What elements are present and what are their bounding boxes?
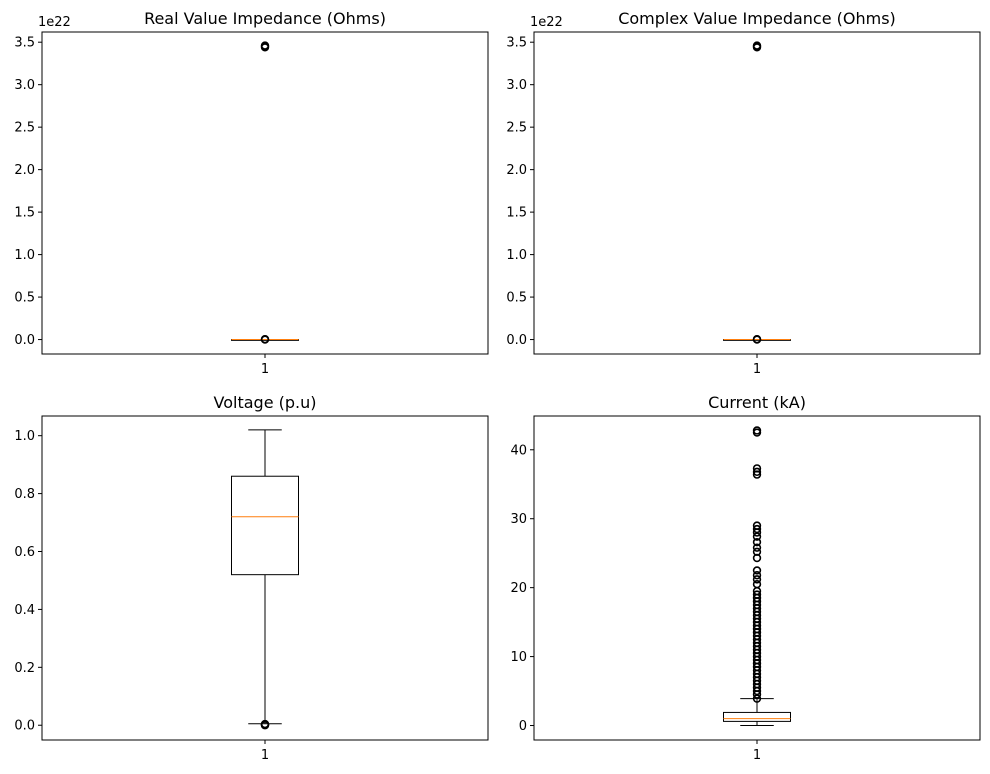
chart-title: Complex Value Impedance (Ohms) — [618, 9, 896, 28]
y-tick-label: 2.5 — [506, 121, 527, 136]
outlier-point — [260, 41, 270, 50]
x-tick-label: 1 — [261, 748, 269, 763]
outlier-point — [752, 571, 762, 580]
outlier-point — [752, 335, 762, 344]
y-tick-label: 1.5 — [14, 206, 35, 221]
y-tick-label: 3.0 — [14, 78, 35, 93]
outlier-point — [752, 566, 762, 575]
chart-title: Voltage (p.u) — [214, 393, 317, 412]
y-offset-label: 1e22 — [38, 15, 71, 30]
x-tick-label: 1 — [753, 748, 761, 763]
subplot-voltage: Voltage (p.u) 0.0 0.2 0.4 0.6 0.8 1.0 1 — [14, 393, 489, 763]
outlier-point — [752, 547, 762, 557]
outlier-point — [752, 467, 762, 477]
chart-title: Current (kA) — [708, 393, 806, 412]
outlier-point — [752, 543, 762, 552]
y-tick-label: 1.0 — [14, 429, 35, 444]
y-tick-label: 2.5 — [14, 121, 35, 136]
y-tick-label: 2.0 — [506, 163, 527, 178]
y-tick-label: 0 — [519, 719, 527, 734]
y-tick-label: 0.5 — [506, 291, 527, 306]
y-tick-label: 0.8 — [14, 487, 35, 502]
y-tick-label: 20 — [510, 581, 527, 596]
y-tick-label: 0.0 — [506, 333, 527, 348]
outlier-point — [752, 575, 762, 584]
subplot-complex-impedance: Complex Value Impedance (Ohms) 1e22 0.0 0… — [506, 9, 981, 377]
y-tick-label: 1.5 — [506, 206, 527, 221]
outlier-point — [752, 590, 762, 599]
outlier-point — [260, 335, 270, 344]
y-offset-label: 1e22 — [530, 15, 563, 30]
y-tick-label: 0.0 — [14, 719, 35, 734]
y-tick-label: 0.2 — [14, 661, 35, 676]
iqr-box — [723, 711, 791, 722]
y-tick-label: 30 — [510, 512, 527, 527]
subplot-real-impedance: Real Value Impedance (Ohms) 1e22 0.0 0.5 1… — [14, 9, 489, 377]
outlier-point — [752, 537, 762, 547]
chart-title: Real Value Impedance (Ohms) — [144, 9, 386, 28]
x-tick-label: 1 — [261, 362, 269, 377]
outlier-point — [752, 521, 762, 530]
y-tick-label: 2.0 — [14, 163, 35, 178]
y-tick-label: 10 — [510, 650, 527, 665]
y-tick-label: 3.5 — [506, 36, 527, 51]
iqr-box — [231, 475, 299, 576]
outlier-point — [260, 719, 270, 729]
y-tick-label: 3.5 — [14, 36, 35, 51]
x-tick-label: 1 — [753, 362, 761, 377]
y-tick-label: 0.0 — [14, 333, 35, 348]
axes-frame — [41, 31, 489, 355]
y-tick-label: 0.4 — [14, 603, 35, 618]
outlier-point — [752, 580, 762, 589]
y-tick-label: 0.5 — [14, 291, 35, 306]
y-tick-label: 1.0 — [14, 248, 35, 263]
y-tick-label: 1.0 — [506, 248, 527, 263]
outlier-point — [752, 41, 762, 50]
outlier-point — [752, 464, 762, 473]
outlier-point — [752, 426, 762, 435]
axes-frame — [533, 31, 981, 355]
y-tick-label: 0.6 — [14, 545, 35, 560]
subplot-current: Current (kA) 0 10 20 30 40 1 — [510, 393, 981, 763]
outlier-point — [752, 524, 762, 534]
y-tick-label: 3.0 — [506, 78, 527, 93]
y-tick-label: 40 — [510, 443, 527, 458]
